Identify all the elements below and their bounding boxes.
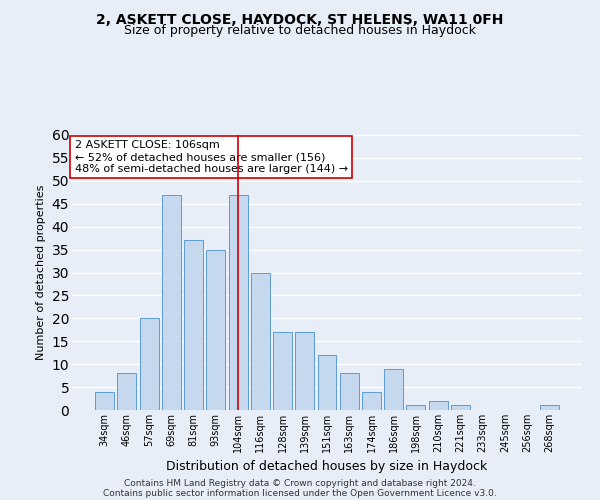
Bar <box>206 250 225 410</box>
Bar <box>118 374 136 410</box>
Bar <box>229 194 248 410</box>
Text: 2, ASKETT CLOSE, HAYDOCK, ST HELENS, WA11 0FH: 2, ASKETT CLOSE, HAYDOCK, ST HELENS, WA1… <box>97 12 503 26</box>
Bar <box>362 392 381 410</box>
Text: 2 ASKETT CLOSE: 106sqm
← 52% of detached houses are smaller (156)
48% of semi-de: 2 ASKETT CLOSE: 106sqm ← 52% of detached… <box>74 140 347 173</box>
Bar <box>295 332 314 410</box>
Text: Contains HM Land Registry data © Crown copyright and database right 2024.: Contains HM Land Registry data © Crown c… <box>124 478 476 488</box>
Bar <box>340 374 359 410</box>
X-axis label: Distribution of detached houses by size in Haydock: Distribution of detached houses by size … <box>166 460 488 473</box>
Bar <box>451 406 470 410</box>
Bar <box>184 240 203 410</box>
Text: Contains public sector information licensed under the Open Government Licence v3: Contains public sector information licen… <box>103 488 497 498</box>
Bar <box>429 401 448 410</box>
Bar <box>406 406 425 410</box>
Bar <box>384 369 403 410</box>
Bar <box>140 318 158 410</box>
Bar <box>162 194 181 410</box>
Text: Size of property relative to detached houses in Haydock: Size of property relative to detached ho… <box>124 24 476 37</box>
Bar <box>95 392 114 410</box>
Bar <box>317 355 337 410</box>
Bar <box>251 272 270 410</box>
Bar <box>273 332 292 410</box>
Y-axis label: Number of detached properties: Number of detached properties <box>36 185 46 360</box>
Bar <box>540 406 559 410</box>
